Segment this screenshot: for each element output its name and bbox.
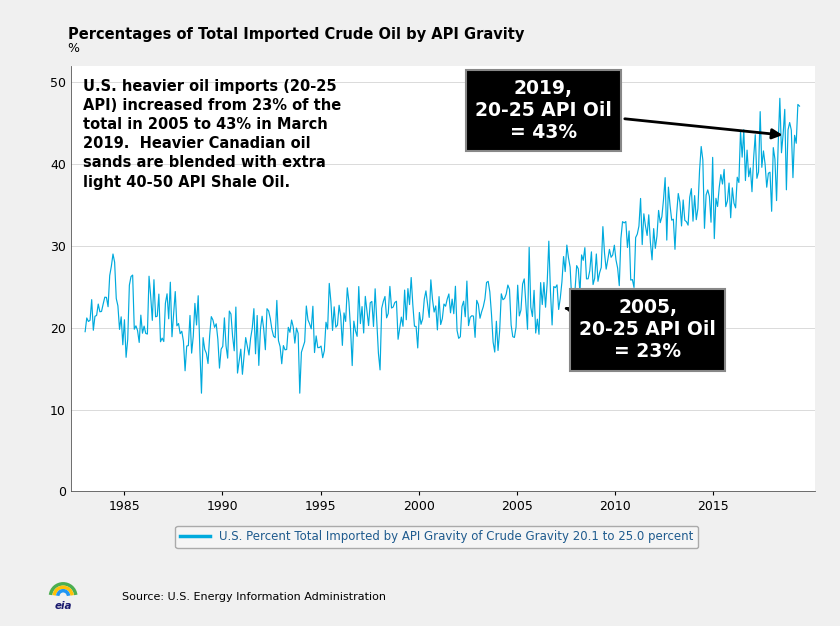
Text: eia: eia bbox=[55, 602, 72, 612]
Text: U.S. heavier oil imports (20-25
API) increased from 23% of the
total in 2005 to : U.S. heavier oil imports (20-25 API) inc… bbox=[82, 78, 341, 190]
Legend: U.S. Percent Total Imported by API Gravity of Crude Gravity 20.1 to 25.0 percent: U.S. Percent Total Imported by API Gravi… bbox=[176, 526, 698, 548]
Text: %: % bbox=[68, 42, 80, 55]
Text: 2019,
20-25 API Oil
= 43%: 2019, 20-25 API Oil = 43% bbox=[475, 79, 780, 142]
Text: Percentages of Total Imported Crude Oil by API Gravity: Percentages of Total Imported Crude Oil … bbox=[68, 28, 524, 43]
Text: Source: U.S. Energy Information Administration: Source: U.S. Energy Information Administ… bbox=[122, 592, 386, 602]
Text: 2005,
20-25 API Oil
= 23%: 2005, 20-25 API Oil = 23% bbox=[566, 298, 716, 361]
